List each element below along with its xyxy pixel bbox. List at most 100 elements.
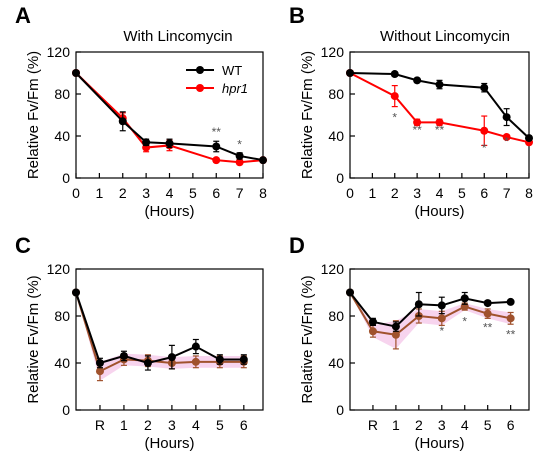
significance-mark: * bbox=[237, 138, 242, 152]
y-axis-label: Relative Fv/Fm (%) bbox=[25, 275, 42, 403]
panel-title: With Lincomycin bbox=[123, 28, 232, 45]
significance-mark: * bbox=[482, 141, 487, 155]
data-point bbox=[368, 317, 377, 326]
y-tick-label: 120 bbox=[321, 44, 345, 60]
x-tick-label: 8 bbox=[525, 185, 533, 201]
data-point bbox=[480, 83, 489, 92]
x-tick-label: 2 bbox=[415, 417, 423, 433]
data-point bbox=[502, 113, 511, 122]
x-tick-label: 4 bbox=[461, 417, 469, 433]
data-point bbox=[502, 133, 511, 142]
series-wt bbox=[72, 288, 248, 371]
x-tick-label: 7 bbox=[503, 185, 511, 201]
data-point bbox=[413, 118, 422, 127]
legend-marker bbox=[196, 66, 204, 74]
data-point bbox=[413, 76, 422, 85]
plot-frame bbox=[349, 51, 530, 179]
legend-marker bbox=[196, 84, 204, 92]
significance-mark: * bbox=[392, 110, 397, 124]
data-point bbox=[235, 158, 244, 167]
x-tick-label: 5 bbox=[458, 185, 466, 201]
data-point bbox=[212, 142, 221, 151]
x-tick-label: 6 bbox=[507, 417, 515, 433]
significance-mark: * bbox=[462, 314, 467, 328]
y-tick-label: 40 bbox=[54, 355, 70, 371]
plot-frame bbox=[349, 268, 530, 411]
panel-letter: B bbox=[289, 3, 305, 28]
data-point bbox=[119, 351, 128, 360]
x-tick-label: 4 bbox=[436, 185, 444, 201]
data-point bbox=[142, 138, 151, 147]
x-axis-label: (Hours) bbox=[414, 435, 464, 452]
x-tick-label: 1 bbox=[120, 417, 128, 433]
data-point bbox=[167, 353, 176, 362]
x-tick-label: 6 bbox=[240, 417, 248, 433]
x-tick-label: 0 bbox=[72, 185, 80, 201]
series-wt bbox=[346, 69, 533, 143]
x-tick-label: 1 bbox=[95, 185, 103, 201]
data-point bbox=[72, 288, 80, 297]
y-tick-label: 0 bbox=[62, 402, 70, 418]
y-tick-label: 120 bbox=[47, 261, 71, 277]
data-point bbox=[460, 294, 469, 303]
y-tick-label: 80 bbox=[328, 308, 344, 324]
x-tick-label: 5 bbox=[216, 417, 224, 433]
x-tick-label: 3 bbox=[438, 417, 446, 433]
data-point bbox=[435, 118, 444, 127]
y-tick-label: 40 bbox=[328, 355, 344, 371]
y-tick-label: 120 bbox=[321, 261, 345, 277]
data-point bbox=[239, 355, 248, 364]
x-tick-label: 5 bbox=[189, 185, 197, 201]
legend-entry-wt: WT bbox=[222, 63, 242, 78]
data-point bbox=[235, 151, 244, 160]
panel-letter: D bbox=[289, 233, 305, 258]
data-point bbox=[437, 314, 446, 323]
x-tick-label: R bbox=[95, 417, 105, 433]
data-point bbox=[95, 367, 104, 376]
data-point bbox=[191, 357, 200, 366]
significance-mark: ** bbox=[435, 123, 445, 137]
data-point bbox=[215, 355, 224, 364]
significance-mark: ** bbox=[212, 125, 222, 139]
data-point bbox=[437, 301, 446, 310]
significance-mark: ** bbox=[412, 123, 422, 137]
series-wt bbox=[72, 69, 267, 165]
data-point bbox=[506, 314, 515, 323]
data-point bbox=[390, 92, 399, 101]
data-point bbox=[368, 327, 377, 336]
data-point bbox=[390, 70, 399, 79]
data-point bbox=[191, 342, 200, 351]
x-tick-label: 2 bbox=[119, 185, 127, 201]
plot-frame bbox=[75, 268, 264, 411]
x-tick-label: 6 bbox=[480, 185, 488, 201]
data-point bbox=[346, 69, 354, 77]
x-tick-label: 6 bbox=[212, 185, 220, 201]
data-point bbox=[259, 156, 267, 165]
x-tick-label: 8 bbox=[259, 185, 267, 201]
data-point bbox=[212, 156, 221, 165]
y-axis-label: Relative Fv/Fm (%) bbox=[299, 275, 316, 403]
y-tick-label: 0 bbox=[62, 170, 70, 186]
y-tick-label: 40 bbox=[328, 128, 344, 144]
x-tick-label: 3 bbox=[142, 185, 150, 201]
series-line bbox=[75, 292, 244, 365]
x-tick-label: 0 bbox=[346, 185, 354, 201]
data-point bbox=[143, 359, 152, 367]
data-point bbox=[506, 297, 515, 306]
x-tick-label: 2 bbox=[144, 417, 152, 433]
panel-letter: C bbox=[15, 233, 31, 258]
data-point bbox=[95, 359, 104, 367]
panel-d: 0 40 80 120 R 1 2 3 4 5 6 (Hours) Relative Fv/Fm (%)… bbox=[289, 233, 530, 452]
y-tick-label: 120 bbox=[47, 44, 71, 60]
x-tick-label: 1 bbox=[368, 185, 376, 201]
data-point bbox=[483, 309, 492, 318]
legend-entry-hpr1: hpr1 bbox=[222, 81, 248, 96]
y-tick-label: 80 bbox=[54, 308, 70, 324]
data-point bbox=[480, 126, 489, 135]
x-tick-label: 7 bbox=[236, 185, 244, 201]
data-point bbox=[525, 134, 533, 143]
y-tick-label: 40 bbox=[54, 128, 70, 144]
